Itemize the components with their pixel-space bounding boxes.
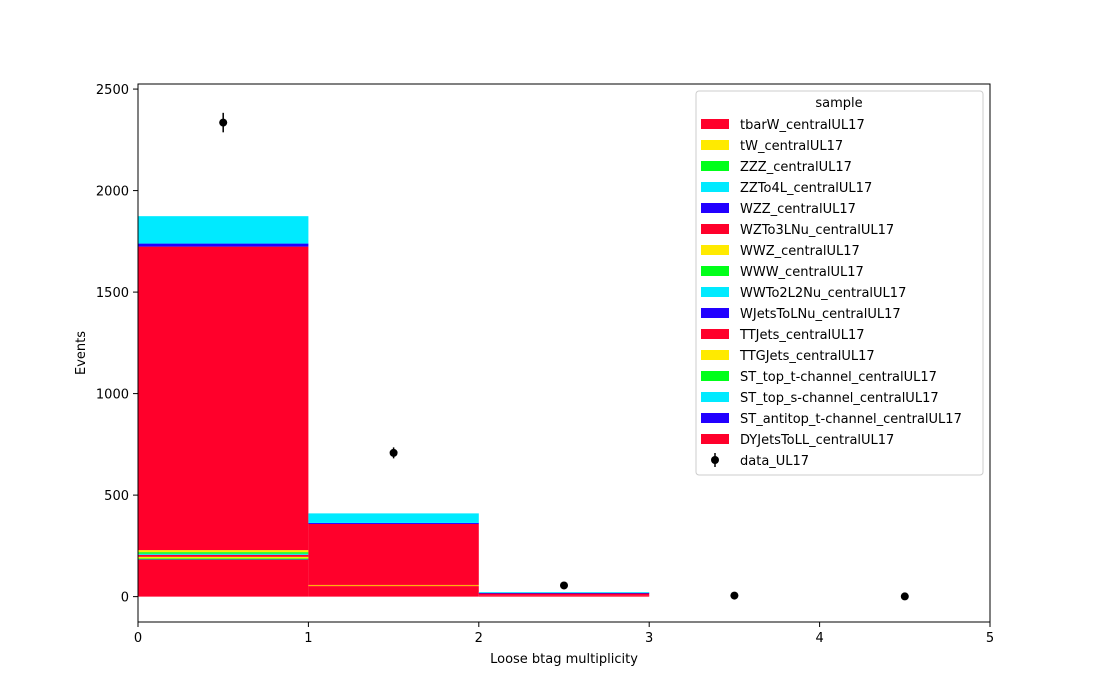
legend-label-www-centralul17: WWW_centralUL17 xyxy=(740,265,864,280)
bar-wzto3lnu-centralul17-bin-1 xyxy=(308,523,479,585)
legend-label-wzto3lnu-centralul17: WZTo3LNu_centralUL17 xyxy=(740,223,894,238)
legend-label-zzz-centralul17: ZZZ_centralUL17 xyxy=(740,160,852,175)
legend-marker-data-dot xyxy=(711,456,719,464)
x-tick-label: 1 xyxy=(304,631,312,646)
legend-label-zzto4l-centralul17: ZZTo4L_centralUL17 xyxy=(740,181,872,196)
legend-label-data-ul17: data_UL17 xyxy=(740,454,809,469)
legend-label-st-top-t-channel-centralul17: ST_top_t-channel_centralUL17 xyxy=(740,370,937,385)
data-point-4 xyxy=(900,592,909,601)
x-tick-label: 4 xyxy=(815,631,823,646)
legend-swatch-dyjetstoll-centralul17 xyxy=(701,434,729,444)
legend-swatch-wjetstolnu-centralul17 xyxy=(701,308,729,318)
legend-label-wzz-centralul17: WZZ_centralUL17 xyxy=(740,202,856,217)
legend-label-st-antitop-t-channel-centralul17: ST_antitop_t-channel_centralUL17 xyxy=(740,412,962,427)
x-tick-label: 5 xyxy=(986,631,994,646)
legend-swatch-zzz-centralul17 xyxy=(701,161,729,171)
legend-label-wwto2l2nu-centralul17: WWTo2L2Nu_centralUL17 xyxy=(740,286,906,301)
legend-label-st-top-s-channel-centralul17: ST_top_s-channel_centralUL17 xyxy=(740,391,939,406)
bar-ttjets-centralul17-bin-1 xyxy=(308,584,479,586)
legend-title: sample xyxy=(815,96,862,111)
legend-swatch-ttjets-centralul17 xyxy=(701,329,729,339)
bar-dyjetstoll-centralul17-bin-0 xyxy=(138,559,309,597)
data-points xyxy=(219,112,909,601)
legend-label-dyjetstoll-centralul17: DYJetsToLL_centralUL17 xyxy=(740,433,894,448)
bar-ttgjets-centralul17-bin-0 xyxy=(138,556,309,559)
legend-label-wwz-centralul17: WWZ_centralUL17 xyxy=(740,244,860,259)
y-axis-ticks: 0 500 1000 1500 2000 2500 xyxy=(96,83,138,606)
y-tick-label: 2500 xyxy=(96,83,129,98)
bar-www-centralul17-bin-0 xyxy=(138,552,309,554)
y-tick-label: 1000 xyxy=(96,388,129,403)
bar-zzto4l-centralul17-bin-1 xyxy=(308,513,479,523)
legend-swatch-st-top-s-channel-centralul17 xyxy=(701,392,729,402)
bar-wwz-centralul17-bin-0 xyxy=(138,550,309,553)
bar-ttjets-centralul17-bin-0 xyxy=(138,554,309,557)
legend-swatch-st-antitop-t-channel-centralul17 xyxy=(701,413,729,423)
bar-wzto3lnu-centralul17-bin-0 xyxy=(138,246,309,551)
legend: sample tbarW_centralUL17 tW_centralUL17 ZZ… xyxy=(695,90,984,476)
legend-swatch-zzto4l-centralul17 xyxy=(701,182,729,192)
legend-label-ttgjets-centralul17: TTGJets_centralUL17 xyxy=(739,349,875,364)
legend-swatch-wzto3lnu-centralul17 xyxy=(701,224,729,234)
bar-wwto2l2nu-centralul17-bin-0 xyxy=(138,553,309,555)
legend-swatch-st-top-t-channel-centralul17 xyxy=(701,371,729,381)
legend-swatch-tbarw-centralul17 xyxy=(701,119,729,129)
bar-wzz-centralul17-bin-1 xyxy=(308,522,479,524)
x-axis-ticks: 0 1 2 3 4 5 xyxy=(134,622,994,646)
bar-ttjets-centralul17-bin-2 xyxy=(478,595,650,597)
data-point-1 xyxy=(389,448,398,457)
plot-frame xyxy=(137,83,991,623)
y-tick-label: 500 xyxy=(104,489,129,504)
bar-zzto4l-centralul17-bin-0 xyxy=(138,216,309,244)
x-axis-label: Loose btag multiplicity xyxy=(490,652,638,667)
legend-label-wjetstolnu-centralul17: WJetsToLNu_centralUL17 xyxy=(740,307,901,322)
data-point-0 xyxy=(219,118,228,127)
legend-swatch-tw-centralul17 xyxy=(701,140,729,150)
legend-swatch-ttgjets-centralul17 xyxy=(701,350,729,360)
y-axis-label: Events xyxy=(74,331,89,375)
bar-wzz-centralul17-bin-0 xyxy=(138,243,309,247)
x-tick-label: 2 xyxy=(475,631,483,646)
y-tick-label: 0 xyxy=(121,591,129,606)
legend-label-tbarw-centralul17: tbarW_centralUL17 xyxy=(740,118,865,133)
data-point-3 xyxy=(730,591,739,600)
bar-dyjetstoll-centralul17-bin-2 xyxy=(478,595,650,597)
legend-swatch-wzz-centralul17 xyxy=(701,203,729,213)
data-point-2 xyxy=(560,581,568,590)
legend-swatch-wwto2l2nu-centralul17 xyxy=(701,287,729,297)
y-tick-label: 2000 xyxy=(96,185,129,200)
x-tick-label: 0 xyxy=(134,631,142,646)
stacked-histogram-bars xyxy=(138,216,650,597)
x-tick-label: 3 xyxy=(645,631,653,646)
bar-dyjetstoll-centralul17-bin-1 xyxy=(308,586,479,597)
bar-wzz-centralul17-bin-2 xyxy=(478,592,650,594)
bar-zzto4l-centralul17-bin-2 xyxy=(478,592,650,593)
legend-label-tw-centralul17: tW_centralUL17 xyxy=(740,139,843,154)
legend-label-ttjets-centralul17: TTJets_centralUL17 xyxy=(739,328,865,343)
legend-swatch-wwz-centralul17 xyxy=(701,245,729,255)
bar-ttgjets-centralul17-bin-1 xyxy=(308,584,479,587)
bar-wzto3lnu-centralul17-bin-2 xyxy=(478,593,650,596)
y-tick-label: 1500 xyxy=(96,286,129,301)
legend-box xyxy=(695,90,984,476)
legend-swatch-www-centralul17 xyxy=(701,266,729,276)
bar-st-top-t-channel-centralul17-bin-0 xyxy=(138,558,309,560)
